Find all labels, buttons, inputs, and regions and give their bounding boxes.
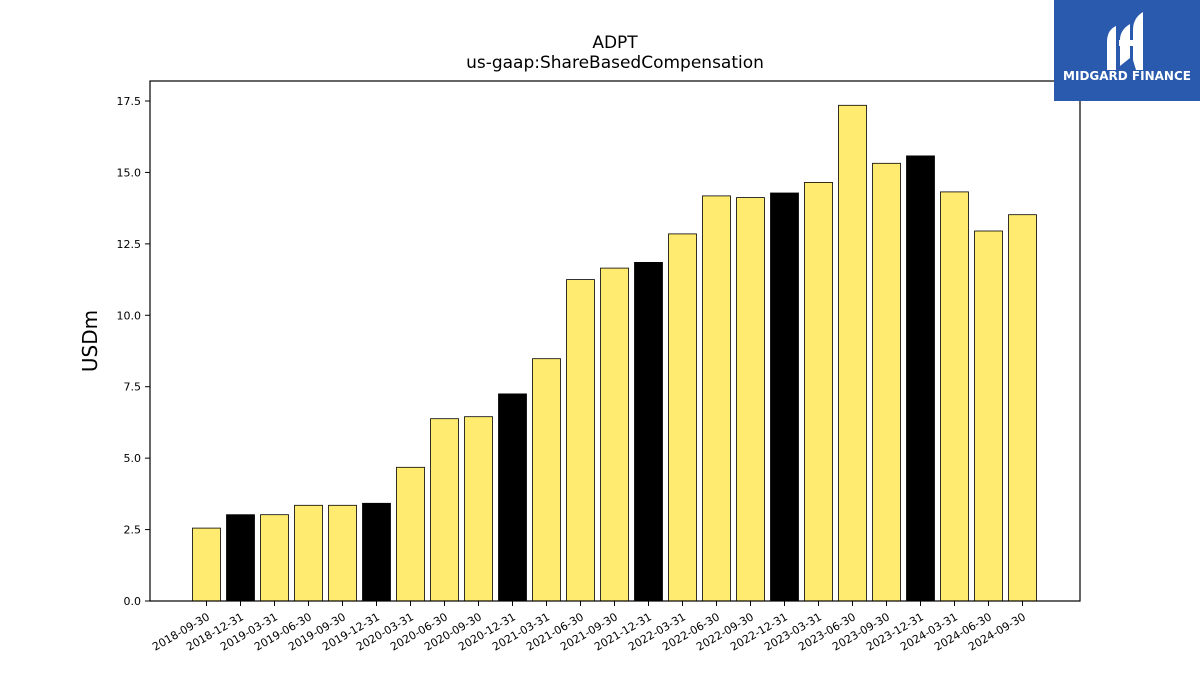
y-tick-label: 10.0: [117, 309, 142, 322]
chart-title: ADPT: [592, 33, 638, 53]
bar-2019-03-31: [260, 514, 289, 602]
bar-2022-03-31: [668, 233, 697, 602]
bar-2021-09-30: [600, 267, 629, 602]
plot-frame: [149, 80, 1081, 602]
bar-2024-06-30: [974, 230, 1003, 602]
y-tick-label: 0.0: [124, 595, 142, 608]
bar-2023-09-30: [872, 162, 901, 602]
x-ticks-group: 2018-09-302018-12-312019-03-312019-06-30…: [150, 601, 1028, 654]
logo-text: MIDGARD FINANCE: [1063, 69, 1191, 83]
logo-mark-icon: [1107, 12, 1143, 70]
bar-2019-09-30: [328, 504, 357, 602]
y-tick-label: 2.5: [124, 524, 142, 537]
midgard-finance-logo: MIDGARD FINANCE: [1054, 0, 1200, 101]
bar-2020-12-31: [498, 393, 527, 602]
chart-subtitle: us-gaap:ShareBasedCompensation: [466, 53, 764, 73]
bar-2022-06-30: [702, 195, 731, 602]
bar-2023-12-31: [906, 155, 935, 602]
bar-2019-06-30: [294, 504, 323, 602]
bar-2020-06-30: [430, 418, 459, 602]
bar-2021-06-30: [566, 279, 595, 602]
bar-2019-12-31: [362, 502, 391, 602]
bar-2024-09-30: [1008, 214, 1037, 602]
y-tick-label: 7.5: [124, 381, 142, 394]
y-axis-label: USDm: [78, 310, 102, 372]
bar-2018-09-30: [192, 527, 221, 602]
bar-2021-12-31: [634, 261, 663, 602]
bar-2022-09-30: [736, 197, 765, 602]
y-tick-label: 12.5: [117, 238, 142, 251]
bar-2020-03-31: [396, 466, 425, 602]
y-tick-label: 17.5: [117, 95, 142, 108]
y-tick-label: 5.0: [124, 452, 142, 465]
y-ticks-group: 0.0 2.5 5.0 7.5 10.0 12.5 15.0 17.5: [117, 95, 150, 608]
bars-group: [192, 104, 1037, 602]
bar-2022-12-31: [770, 192, 799, 602]
bar-2023-03-31: [804, 181, 833, 602]
y-tick-label: 15.0: [117, 166, 142, 179]
bar-2024-03-31: [940, 191, 969, 602]
bar-2018-12-31: [226, 514, 255, 602]
bar-2020-09-30: [464, 416, 493, 602]
bar-2023-06-30: [838, 104, 867, 602]
bar-2021-03-31: [532, 358, 561, 602]
